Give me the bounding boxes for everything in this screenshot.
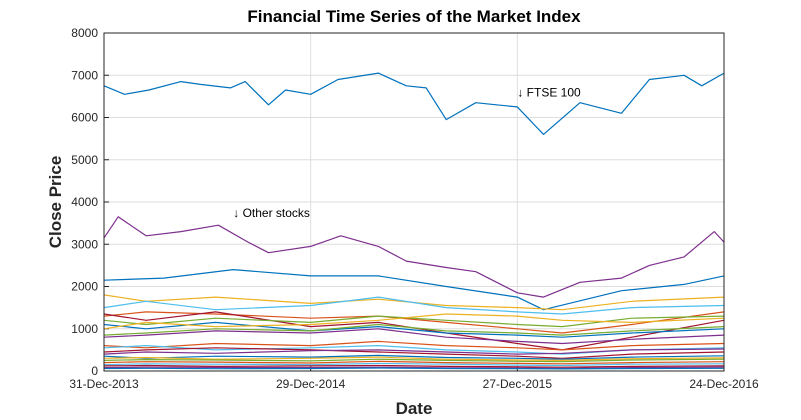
series-line-18 bbox=[103, 358, 725, 363]
y-tick-label: 6000 bbox=[71, 111, 98, 125]
series-line-20 bbox=[103, 362, 725, 367]
x-axis-label: Date bbox=[396, 399, 433, 418]
annotation-1: ↓ Other stocks bbox=[233, 206, 310, 220]
series-line-10 bbox=[103, 328, 725, 345]
y-tick-label: 1000 bbox=[71, 322, 98, 336]
series-line-19 bbox=[103, 360, 725, 365]
y-tick-label: 5000 bbox=[71, 153, 98, 167]
series-line-1 bbox=[103, 216, 725, 298]
y-tick-label: 0 bbox=[91, 364, 98, 378]
x-tick-label: 27-Dec-2015 bbox=[483, 377, 553, 391]
x-tick-label: 24-Dec-2016 bbox=[689, 377, 759, 391]
axes-box bbox=[103, 32, 725, 372]
x-tick-label: 31-Dec-2013 bbox=[69, 377, 139, 391]
series-line-12 bbox=[103, 340, 725, 351]
x-tick-label: 29-Dec-2014 bbox=[276, 377, 346, 391]
series-line-4 bbox=[103, 296, 725, 315]
series-line-15 bbox=[103, 348, 725, 355]
y-tick-label: 7000 bbox=[71, 68, 98, 82]
annotation-0: ↓ FTSE 100 bbox=[517, 85, 581, 99]
y-tick-label: 2000 bbox=[71, 280, 98, 294]
series-line-7 bbox=[103, 315, 725, 328]
series-line-22 bbox=[103, 366, 725, 369]
series-line-21 bbox=[103, 364, 725, 368]
y-tick-label: 8000 bbox=[71, 26, 98, 40]
y-tick-label: 3000 bbox=[71, 237, 98, 251]
series-line-9 bbox=[103, 313, 725, 330]
series-line-8 bbox=[103, 321, 725, 338]
tick-labels: 0 1000 2000 3000 4000 5000 6000 7000 8000 31-Dec-… bbox=[69, 26, 759, 391]
series-line-5 bbox=[103, 311, 725, 334]
series-line-0 bbox=[103, 72, 725, 135]
series-group bbox=[103, 72, 725, 370]
chart-title: Financial Time Series of the Market Inde… bbox=[247, 7, 581, 26]
series-line-17 bbox=[103, 356, 725, 361]
series-line-16 bbox=[103, 354, 725, 360]
series-line-2 bbox=[103, 269, 725, 311]
series-line-14 bbox=[103, 347, 725, 359]
series-line-23 bbox=[103, 367, 725, 370]
series-line-11 bbox=[103, 323, 725, 336]
y-tick-label: 4000 bbox=[71, 195, 98, 209]
annotations: ↓ FTSE 100 ↓ Other stocks bbox=[233, 85, 581, 219]
y-axis-label: Close Price bbox=[46, 156, 65, 249]
